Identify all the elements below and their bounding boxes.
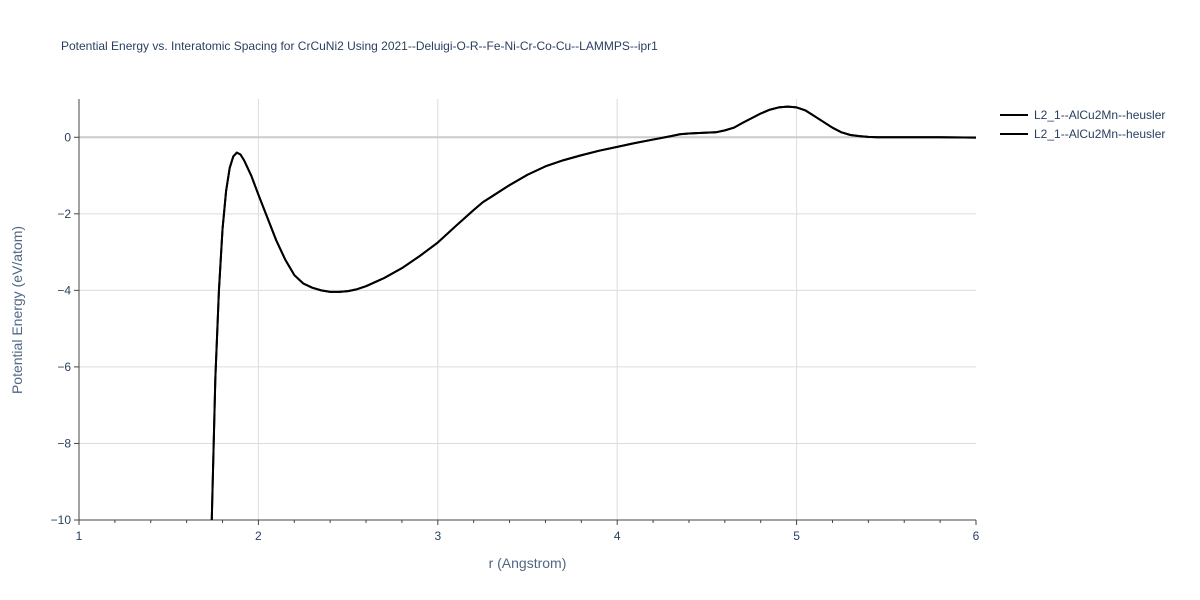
x-tick-label: 6 xyxy=(973,529,980,543)
y-tick-label: −2 xyxy=(57,207,71,221)
y-axis-title: Potential Energy (eV/atom) xyxy=(9,226,25,394)
legend-item[interactable]: L2_1--AlCu2Mn--heusler xyxy=(1000,108,1165,122)
series-line-1 xyxy=(210,105,976,520)
x-axis-title: r (Angstrom) xyxy=(489,555,567,571)
x-tick-label: 3 xyxy=(434,529,441,543)
chart-title: Potential Energy vs. Interatomic Spacing… xyxy=(61,39,658,53)
legend-label: L2_1--AlCu2Mn--heusler xyxy=(1034,108,1165,122)
y-tick-label: −10 xyxy=(51,513,72,527)
y-tick-label: 0 xyxy=(64,130,71,144)
legend[interactable]: L2_1--AlCu2Mn--heusler L2_1--AlCu2Mn--heu… xyxy=(1000,108,1165,141)
x-tick-label: 2 xyxy=(255,529,262,543)
series-line-2 xyxy=(210,105,976,520)
x-tick-label: 4 xyxy=(614,529,621,543)
legend-label: L2_1--AlCu2Mn--heusler xyxy=(1034,127,1165,141)
series-lines xyxy=(210,105,976,520)
grid-lines xyxy=(79,99,976,520)
y-tick-label: −4 xyxy=(57,283,71,297)
y-tick-label: −6 xyxy=(57,360,71,374)
x-tick-label: 1 xyxy=(76,529,83,543)
legend-item[interactable]: L2_1--AlCu2Mn--heusler xyxy=(1000,127,1165,141)
x-tick-label: 5 xyxy=(793,529,800,543)
axes xyxy=(74,99,977,525)
y-tick-label: −8 xyxy=(57,436,71,450)
tick-labels: 1 2 3 4 5 6 −10 −8 −6 −4 −2 0 xyxy=(51,130,980,543)
